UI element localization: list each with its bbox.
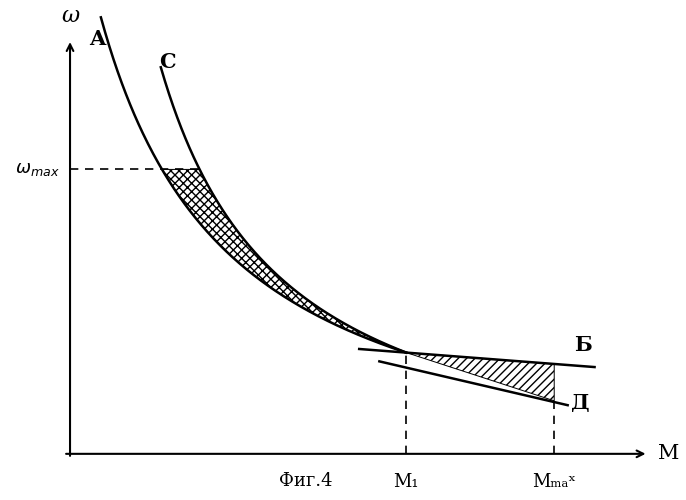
- Text: $\omega_{max}$: $\omega_{max}$: [15, 160, 60, 178]
- Text: A: A: [89, 29, 106, 49]
- Text: Фиг.4: Фиг.4: [279, 472, 332, 490]
- Text: C: C: [159, 52, 176, 72]
- Text: Б: Б: [574, 334, 592, 354]
- Text: M₁: M₁: [394, 473, 419, 491]
- Text: ω: ω: [61, 5, 79, 27]
- Text: M: M: [659, 444, 680, 464]
- Text: Д: Д: [571, 393, 590, 413]
- Text: Mₘₐˣ: Mₘₐˣ: [532, 473, 576, 491]
- Polygon shape: [162, 170, 406, 352]
- Polygon shape: [406, 352, 554, 401]
